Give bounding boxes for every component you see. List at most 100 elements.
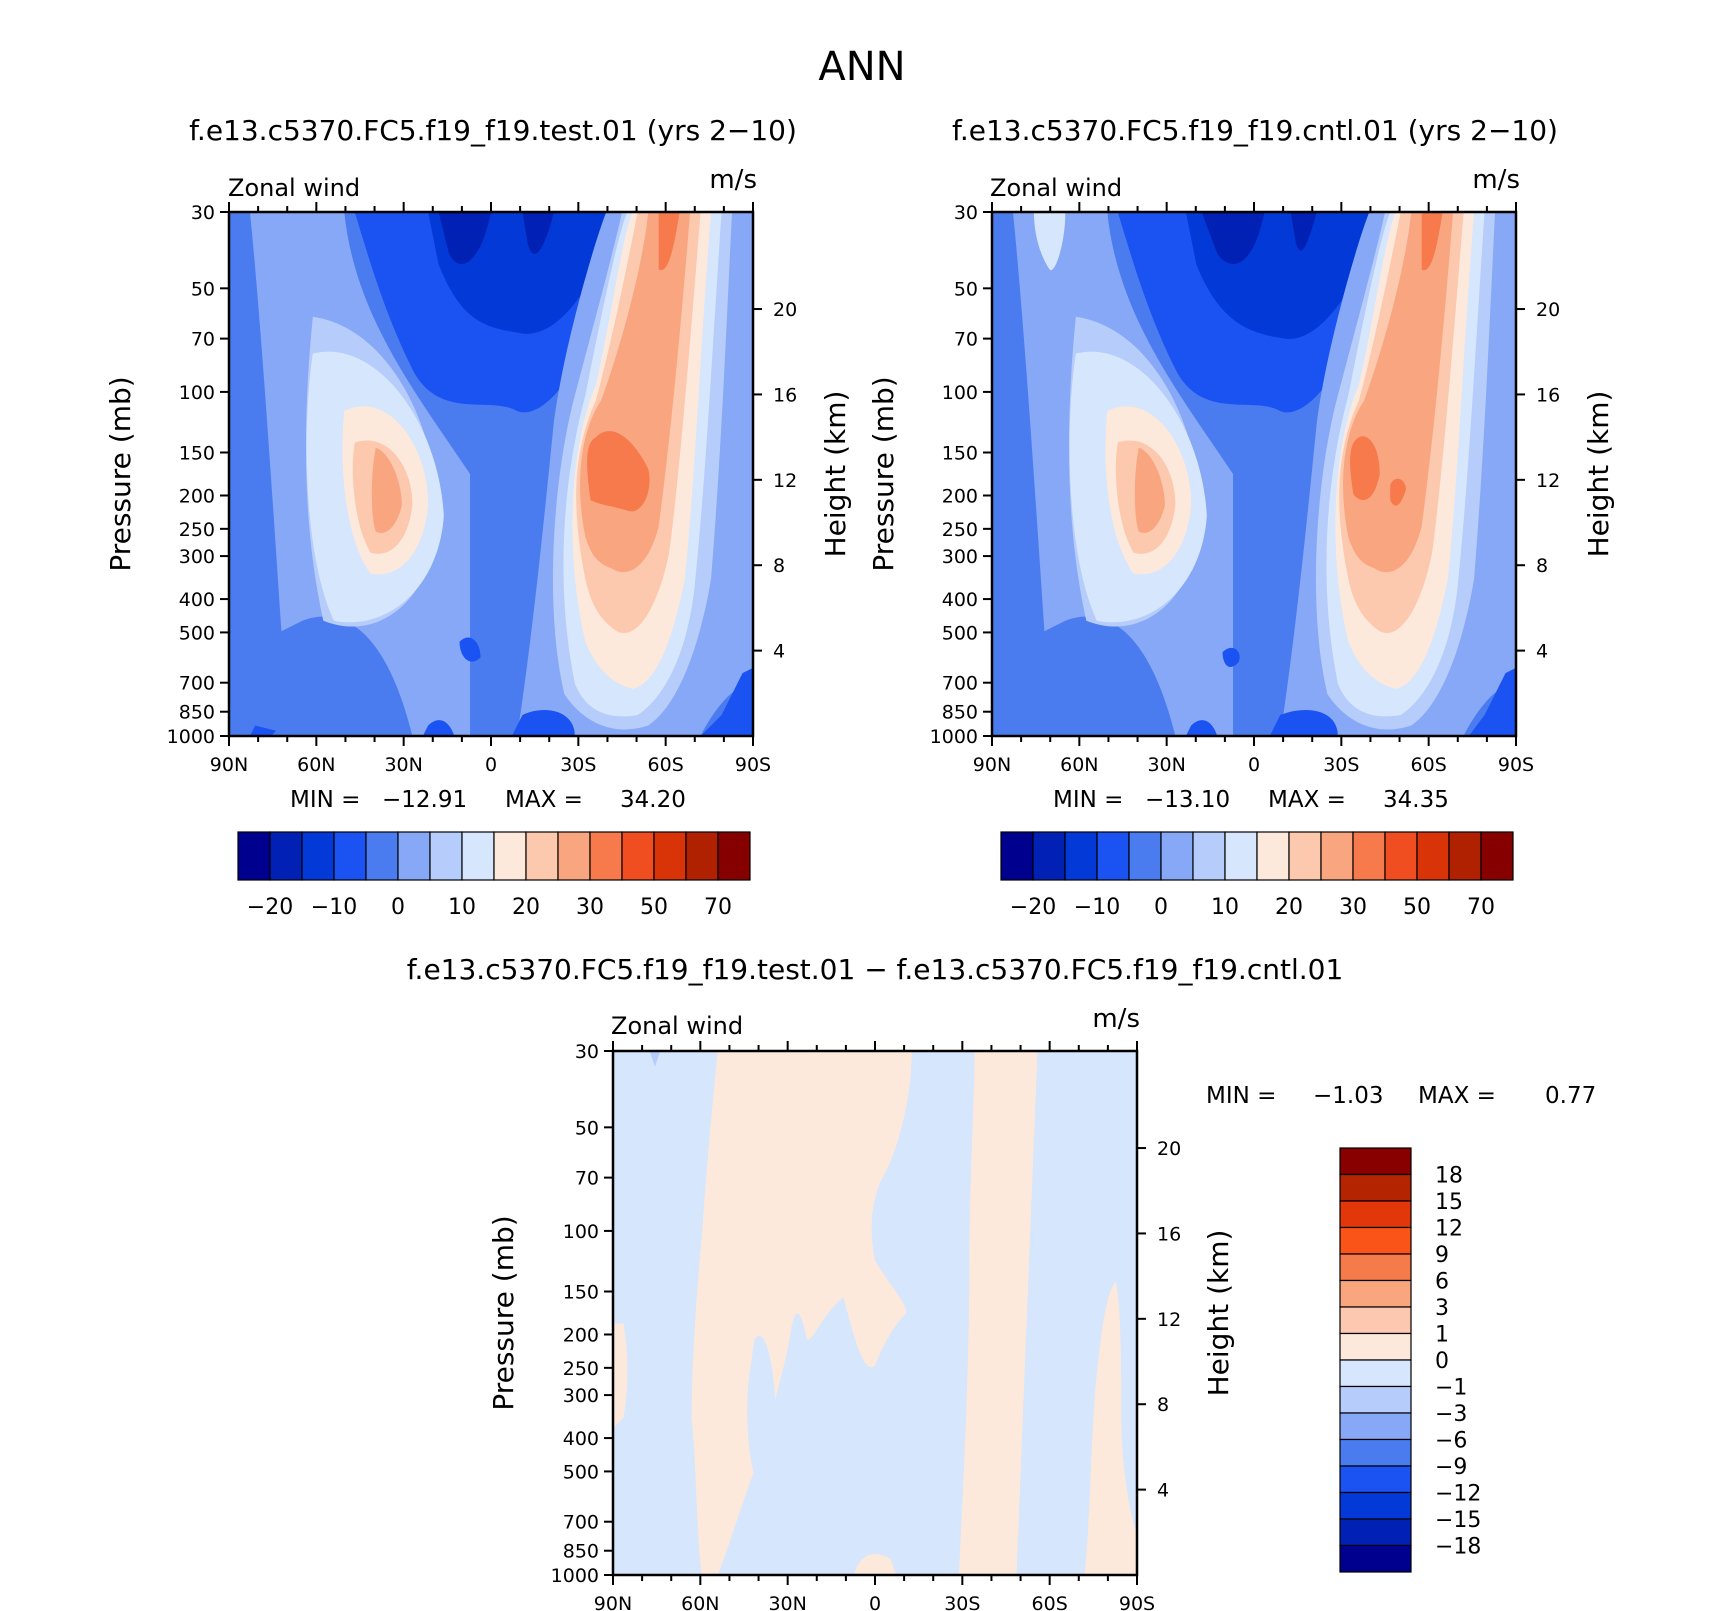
colorbar-box: [1339, 1412, 1412, 1441]
colorbar-box: [1339, 1226, 1412, 1255]
colorbar-box: [1448, 831, 1482, 881]
y-tick-label: 50: [191, 278, 215, 300]
y-tick-label: 200: [942, 485, 978, 507]
panel-title: f.e13.c5370.FC5.f19_f19.test.01 (yrs 2−1…: [189, 114, 797, 147]
min-label: MIN =: [290, 787, 360, 813]
colorbar-box: [429, 831, 463, 881]
colorbar-box: [461, 831, 495, 881]
y-tick-label: 30: [575, 1041, 599, 1063]
colorbar-box: [1339, 1518, 1412, 1547]
y-right-tick-label: 8: [1536, 555, 1548, 577]
x-tick-label: 0: [1248, 754, 1260, 776]
colorbar-box: [1032, 831, 1066, 881]
colorbar-label: −18: [1435, 1535, 1481, 1560]
min-label: MIN =: [1206, 1083, 1276, 1109]
y-right-tick-label: 8: [1157, 1394, 1169, 1416]
min-value: −1.03: [1313, 1083, 1383, 1109]
panel-subtitle-right: m/s: [1092, 1004, 1140, 1034]
y-tick-label: 250: [179, 519, 215, 541]
panel-difference: f.e13.c5370.FC5.f19_f19.test.01 − f.e13.…: [407, 953, 1596, 1611]
x-tick-label: 0: [869, 1593, 881, 1611]
x-axis: 90N 60N 30N 0 30S 60S 90S: [594, 1041, 1155, 1611]
y-tick-label: 850: [942, 702, 978, 724]
colorbar-label: 3: [1435, 1296, 1449, 1321]
y-tick-label: 150: [942, 443, 978, 465]
colorbar-box: [717, 831, 751, 881]
colorbar-box: [525, 831, 559, 881]
x-axis: 90N 60N 30N 0 30S 60S 90S: [973, 202, 1534, 776]
colorbar: −20 −10 0 10 20 30 50 70: [1000, 831, 1514, 920]
x-tick-label: 90N: [594, 1593, 632, 1611]
colorbar-label: −10: [1074, 895, 1120, 920]
y-right-tick-label: 16: [773, 384, 797, 406]
colorbar-box: [1339, 1253, 1412, 1282]
colorbar-box: [1339, 1385, 1412, 1414]
colorbar-label: 30: [576, 895, 604, 920]
colorbar-label: 12: [1435, 1217, 1463, 1242]
y-tick-label: 50: [954, 278, 978, 300]
y-tick-label: 700: [563, 1512, 599, 1534]
min-value: −12.91: [382, 787, 467, 813]
y-tick-label: 850: [563, 1541, 599, 1563]
colorbar-box: [301, 831, 335, 881]
panel-subtitle-left: Zonal wind: [611, 1012, 743, 1040]
colorbar-label: 0: [1154, 895, 1168, 920]
colorbar-box: [1288, 831, 1322, 881]
stats-line: MIN = −12.91 MAX = 34.20: [290, 787, 686, 813]
colorbar-label: 1: [1435, 1323, 1449, 1348]
y-tick-label: 1000: [167, 726, 215, 748]
y-axis-label-right: Height (km): [819, 391, 852, 558]
colorbar-box: [1416, 831, 1450, 881]
y-right-tick-label: 20: [1157, 1138, 1181, 1160]
y-tick-label: 500: [563, 1461, 599, 1483]
y-right-tick-label: 12: [1536, 470, 1560, 492]
y-right-tick-label: 4: [1157, 1480, 1169, 1502]
colorbar-box: [1339, 1465, 1412, 1494]
x-tick-label: 30S: [560, 754, 596, 776]
colorbar-box: [1256, 831, 1290, 881]
y-tick-label: 200: [563, 1324, 599, 1346]
y-right-tick-label: 20: [1536, 299, 1560, 321]
colorbar-label: −20: [247, 895, 293, 920]
max-label: MAX =: [1268, 787, 1346, 813]
colorbar-label: 0: [1435, 1349, 1449, 1374]
colorbar-label: −1: [1435, 1376, 1467, 1401]
colorbar-label: 15: [1435, 1190, 1463, 1215]
y-tick-label: 300: [179, 546, 215, 568]
colorbar-label: −6: [1435, 1429, 1467, 1454]
y-tick-label: 250: [942, 519, 978, 541]
colorbar-box: [589, 831, 623, 881]
colorbar-box: [1192, 831, 1226, 881]
contour-plot: [992, 212, 1516, 736]
x-tick-label: 60S: [1032, 1593, 1068, 1611]
colorbar-box: [557, 831, 591, 881]
x-tick-label: 90S: [1498, 754, 1534, 776]
colorbar-box: [1339, 1200, 1412, 1229]
y-tick-label: 400: [942, 589, 978, 611]
x-tick-label: 60N: [1060, 754, 1098, 776]
x-tick-label: 30S: [944, 1593, 980, 1611]
y-axis-label-right: Height (km): [1202, 1230, 1235, 1397]
colorbar-label: 70: [704, 895, 732, 920]
y-tick-label: 700: [942, 673, 978, 695]
colorbar-box: [1224, 831, 1258, 881]
y-tick-label: 200: [179, 485, 215, 507]
y-axis-label-right: Height (km): [1582, 391, 1615, 558]
x-tick-label: 60S: [1411, 754, 1447, 776]
colorbar-box: [1339, 1147, 1412, 1176]
y-tick-label: 850: [179, 702, 215, 724]
y-right-tick-label: 16: [1536, 384, 1560, 406]
colorbar-label: 70: [1467, 895, 1495, 920]
panel-subtitle-right: m/s: [709, 165, 757, 195]
panel-subtitle-left: Zonal wind: [228, 174, 360, 202]
panel-test-run: f.e13.c5370.FC5.f19_f19.test.01 (yrs 2−1…: [104, 114, 852, 920]
colorbar-label: −12: [1435, 1482, 1481, 1507]
colorbar-box: [1064, 831, 1098, 881]
y-axis-right: 20 16 12 8 4: [753, 299, 797, 663]
y-tick-label: 400: [563, 1428, 599, 1450]
colorbar-label: −20: [1010, 895, 1056, 920]
